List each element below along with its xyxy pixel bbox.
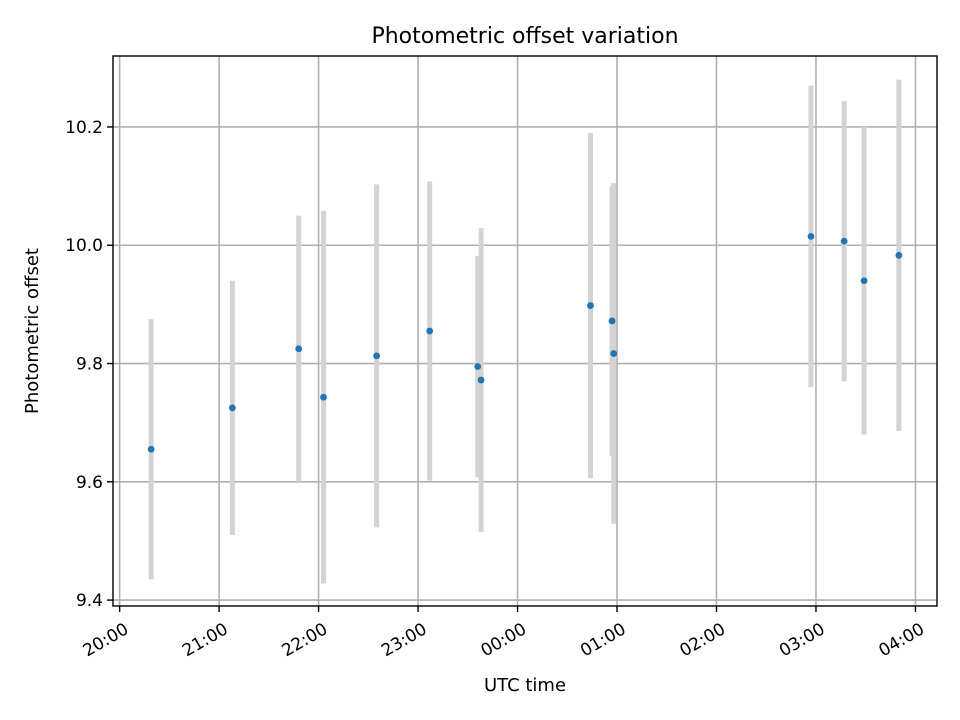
data-point (807, 232, 815, 240)
x-tick-label: 22:00 (279, 619, 331, 661)
data-point (228, 404, 236, 412)
x-axis-label: UTC time (484, 675, 566, 696)
data-point (474, 363, 482, 370)
y-axis-label: Photometric offset (22, 248, 43, 414)
x-tick-label: 04:00 (876, 619, 928, 661)
x-tick-label: 00:00 (478, 619, 530, 661)
x-tick-label: 21:00 (179, 619, 231, 661)
chart-title: Photometric offset variation (371, 24, 678, 49)
data-point (477, 376, 485, 384)
grid-layer (113, 56, 937, 606)
data-point (895, 251, 903, 259)
data-point (610, 350, 618, 357)
x-tick-label: 20:00 (80, 619, 132, 661)
y-tick-label: 9.4 (76, 591, 103, 611)
x-tick-label: 02:00 (677, 619, 729, 661)
data-point (295, 345, 303, 353)
x-tick-label: 03:00 (776, 619, 828, 661)
y-tick-label: 9.6 (76, 473, 103, 493)
data-point (587, 302, 594, 309)
x-tick-label: 23:00 (378, 619, 430, 661)
data-point (373, 352, 381, 360)
errorbar-layer (148, 79, 902, 584)
plot-frame (112, 55, 938, 607)
data-point (320, 393, 327, 401)
data-point (608, 317, 616, 325)
x-tick-label: 01:00 (577, 619, 629, 661)
y-tick-label: 9.8 (76, 355, 103, 375)
y-tick-label: 10.2 (65, 118, 103, 138)
data-point (840, 237, 848, 245)
data-point (147, 445, 155, 453)
tick-layer: 20:00 21:00 22:00 23:00 00:00 01:00 02:00 03:00… (65, 118, 928, 661)
point-layer (147, 232, 903, 453)
data-point (860, 277, 868, 285)
y-tick-label: 10.0 (65, 236, 103, 256)
data-point (426, 327, 434, 335)
